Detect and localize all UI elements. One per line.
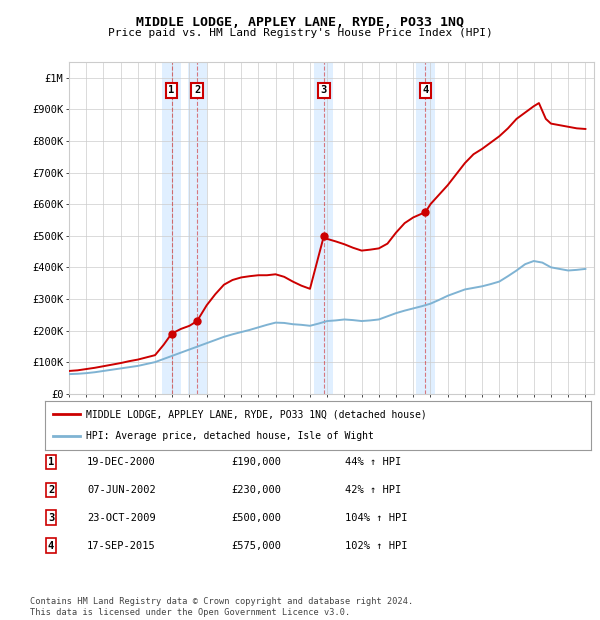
Text: 1: 1 [169, 86, 175, 95]
Text: HPI: Average price, detached house, Isle of Wight: HPI: Average price, detached house, Isle… [86, 432, 374, 441]
Text: £500,000: £500,000 [231, 513, 281, 523]
Text: £230,000: £230,000 [231, 485, 281, 495]
Bar [314, 62, 334, 394]
Text: 44% ↑ HPI: 44% ↑ HPI [345, 457, 401, 467]
Text: Price paid vs. HM Land Registry's House Price Index (HPI): Price paid vs. HM Land Registry's House … [107, 28, 493, 38]
Text: 3: 3 [48, 513, 54, 523]
Bar [416, 62, 435, 394]
Text: 2: 2 [194, 86, 200, 95]
Text: £190,000: £190,000 [231, 457, 281, 467]
Text: £575,000: £575,000 [231, 541, 281, 551]
Text: 17-SEP-2015: 17-SEP-2015 [87, 541, 156, 551]
Text: MIDDLE LODGE, APPLEY LANE, RYDE, PO33 1NQ: MIDDLE LODGE, APPLEY LANE, RYDE, PO33 1N… [136, 16, 464, 29]
Bar [162, 62, 181, 394]
Text: 2: 2 [48, 485, 54, 495]
Bar [188, 62, 206, 394]
Text: 42% ↑ HPI: 42% ↑ HPI [345, 485, 401, 495]
Text: 3: 3 [321, 86, 327, 95]
Text: 23-OCT-2009: 23-OCT-2009 [87, 513, 156, 523]
Text: Contains HM Land Registry data © Crown copyright and database right 2024.
This d: Contains HM Land Registry data © Crown c… [30, 598, 413, 617]
Text: 1: 1 [48, 457, 54, 467]
Text: 4: 4 [48, 541, 54, 551]
Text: 104% ↑ HPI: 104% ↑ HPI [345, 513, 407, 523]
Text: 07-JUN-2002: 07-JUN-2002 [87, 485, 156, 495]
Text: 19-DEC-2000: 19-DEC-2000 [87, 457, 156, 467]
Text: MIDDLE LODGE, APPLEY LANE, RYDE, PO33 1NQ (detached house): MIDDLE LODGE, APPLEY LANE, RYDE, PO33 1N… [86, 409, 427, 419]
Text: 102% ↑ HPI: 102% ↑ HPI [345, 541, 407, 551]
Text: 4: 4 [422, 86, 428, 95]
